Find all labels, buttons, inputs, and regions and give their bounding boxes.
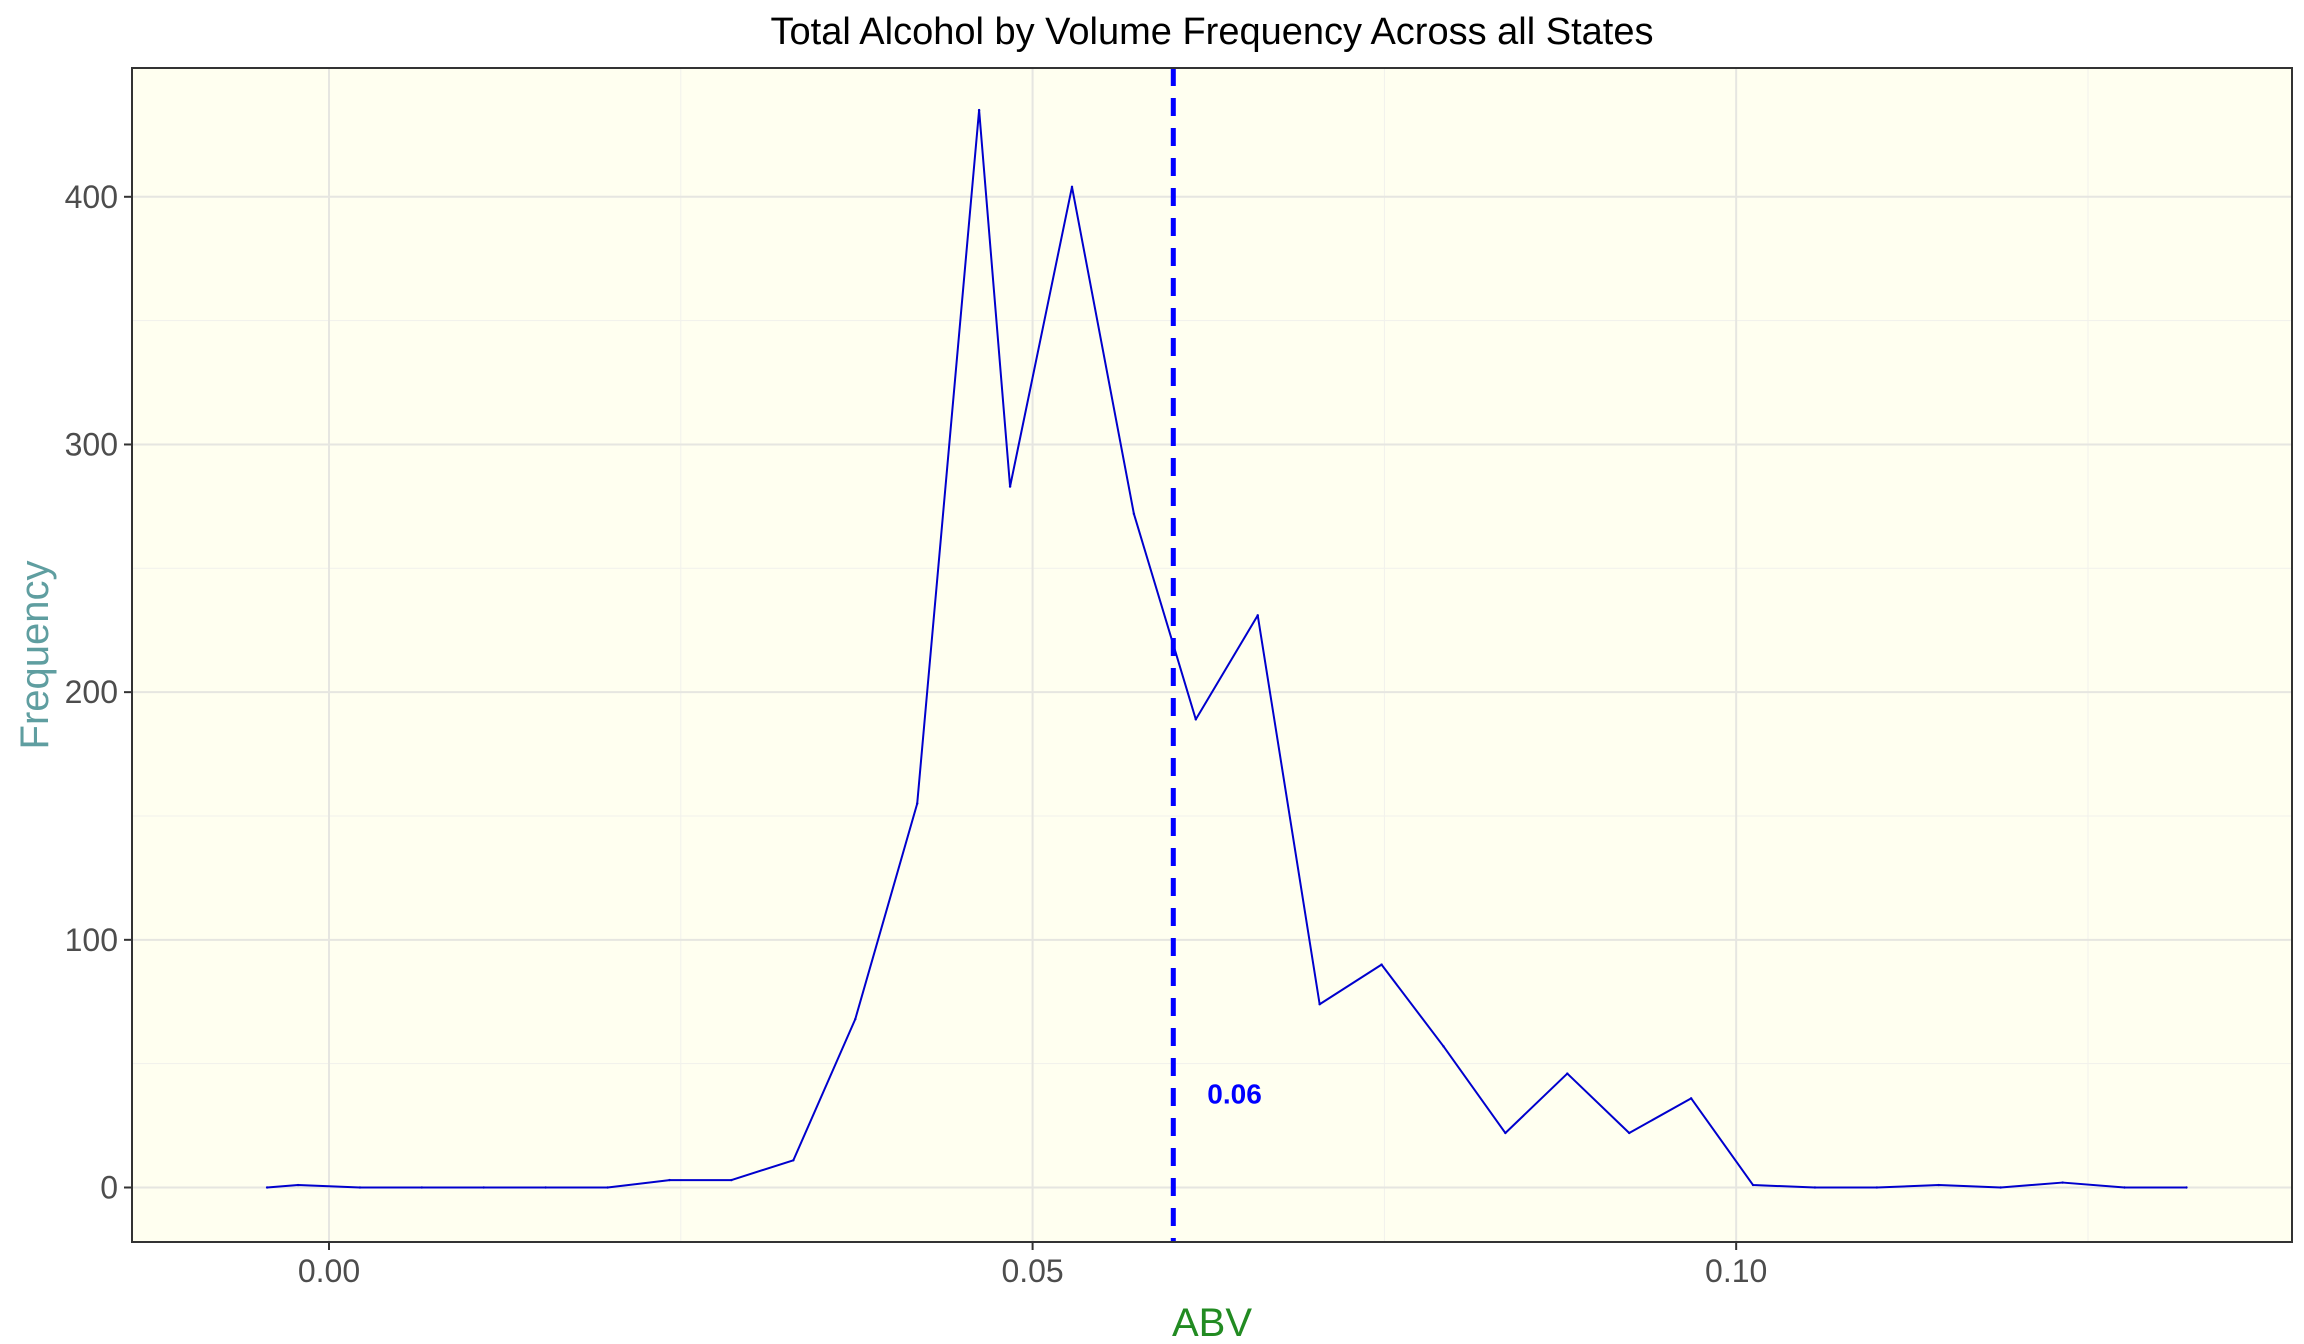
x-tick-label: 0.00 [298,1253,360,1289]
data-point [1937,1183,1941,1187]
minor-gridlines [132,68,2292,1242]
y-axis-title: Frequency [13,561,57,750]
data-point [915,802,919,805]
data-point [1070,185,1074,189]
series-layer [265,108,2188,1189]
data-point [730,1178,733,1182]
data-point [358,1186,362,1189]
data-point [1194,718,1198,721]
data-point [1999,1186,2002,1189]
plot-background [132,68,2292,1242]
y-tick-label: 400 [65,179,118,215]
data-point [296,1183,300,1187]
y-tick-label: 0 [100,1170,118,1206]
data-point [2123,1186,2126,1189]
data-point [482,1186,485,1189]
reference-line-label: 0.06 [1207,1078,1262,1109]
plot-border [131,67,2293,1243]
y-tick-label: 200 [65,674,118,710]
data-point [1689,1097,1693,1100]
axis-ticks: 0.00 0.05 0.10 0 100 200 300 400 [65,179,1768,1289]
x-tick-label: 0.10 [1705,1253,1767,1289]
data-point [1566,1072,1569,1075]
data-point [2061,1181,2064,1184]
data-point [977,108,981,112]
data-point [1628,1131,1631,1135]
x-axis-title: ABV [1172,1301,1252,1344]
data-point [1751,1183,1755,1187]
data-point [420,1186,424,1189]
chart-title: Total Alcohol by Volume Frequency Across… [771,11,1654,53]
data-point [792,1159,795,1162]
data-point [265,1186,269,1189]
reference-line-layer: 0.06 [1170,68,1262,1242]
data-point [1504,1131,1507,1135]
data-point [1380,963,1383,966]
data-point [1132,512,1136,516]
data-point [1256,614,1259,617]
data-point [1875,1186,1879,1189]
data-point [2185,1186,2188,1189]
data-point [544,1186,547,1189]
data-point [668,1178,671,1182]
data-point [854,1017,857,1021]
data-point [1008,485,1012,488]
x-tick-label: 0.05 [1001,1253,1063,1289]
y-tick-label: 300 [65,426,118,462]
y-tick-label: 100 [65,922,118,958]
data-point [1442,1045,1445,1048]
data-point [606,1186,609,1189]
data-point [1813,1186,1817,1189]
data-point [1318,1003,1321,1006]
